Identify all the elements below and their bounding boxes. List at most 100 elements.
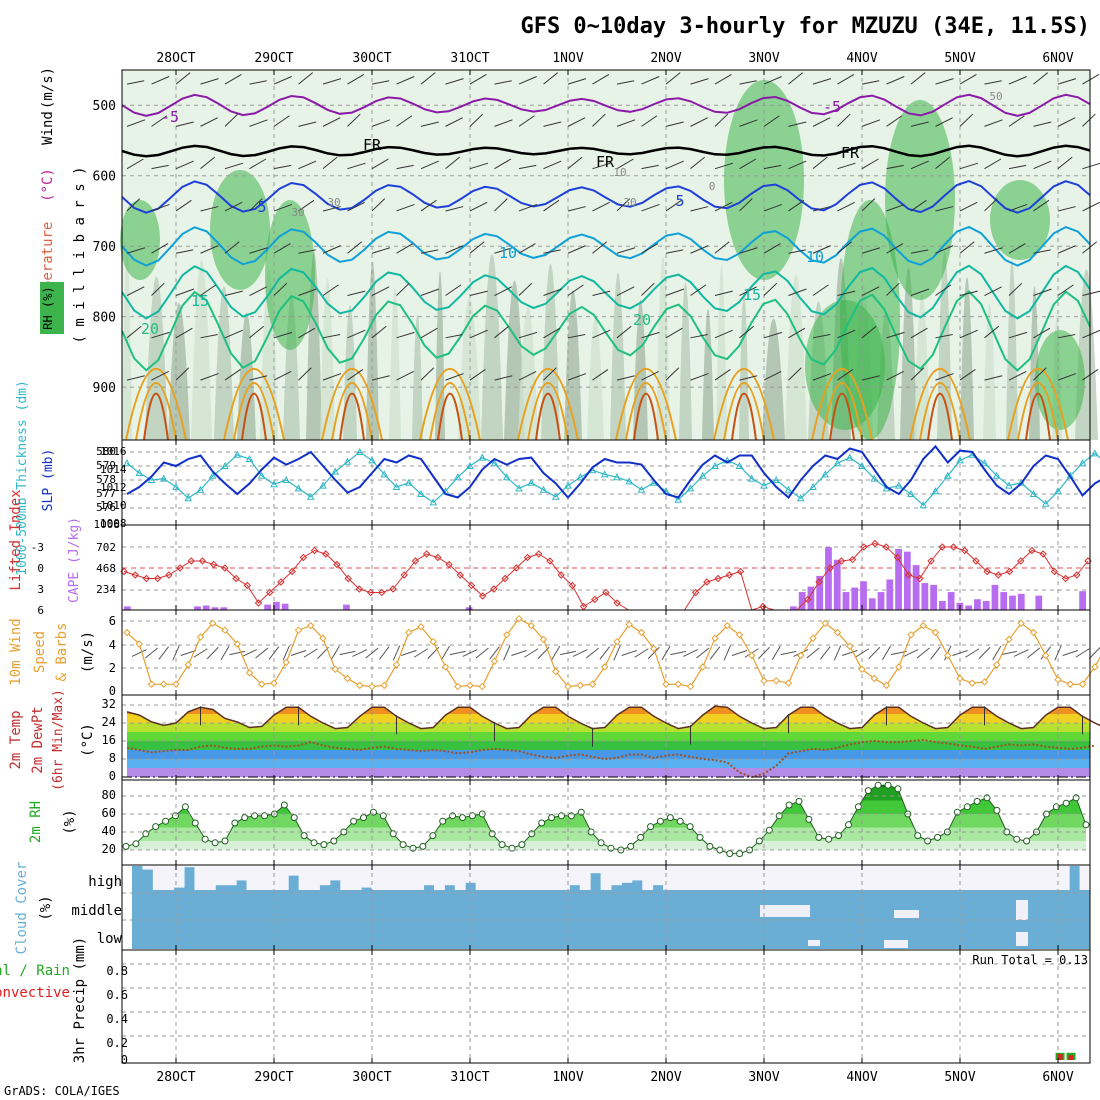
- wind-barb: [180, 650, 197, 656]
- warm-isotherm: [339, 392, 365, 441]
- wind-speed-point: [380, 681, 388, 690]
- rh-region: [762, 318, 785, 440]
- warm-isotherm: [437, 392, 463, 441]
- temp-band: [127, 723, 1090, 732]
- wind-barb: [886, 164, 904, 170]
- wind-barb: [224, 241, 240, 254]
- thickness-point: [870, 474, 879, 482]
- wind-speed-point: [392, 660, 401, 669]
- thickness-tick-label: 576: [96, 501, 116, 514]
- lifted-index-line: [123, 542, 1089, 611]
- high-cloud-gap: [1058, 866, 1070, 890]
- wind-barb: [396, 243, 414, 254]
- wind-speed-point: [160, 680, 168, 688]
- temp-tick-label: 24: [102, 715, 116, 729]
- wind-speed-point: [821, 619, 829, 628]
- lifted-index-point: [288, 567, 296, 576]
- high-cloud-gap: [277, 866, 289, 890]
- wind-speed-point: [748, 651, 756, 660]
- wind-barb: [518, 282, 533, 296]
- wind-label-10m: 10m Wind: [8, 618, 24, 685]
- wind-barb: [151, 203, 170, 212]
- slp-axis-label: 1014: [100, 463, 127, 476]
- cape-bar: [930, 584, 937, 610]
- rh-label: 2m RH: [28, 801, 44, 843]
- high-cloud-gap: [1017, 866, 1029, 890]
- rh-region: [168, 303, 190, 440]
- wind-barb: [665, 160, 684, 170]
- wind-barb: [690, 373, 709, 381]
- date-label: 1NOV: [552, 1070, 583, 1085]
- wind-barb: [1001, 650, 1017, 656]
- date-label: 5NOV: [944, 1070, 975, 1085]
- wind-barb: [665, 72, 681, 85]
- rh-point: [191, 819, 199, 827]
- wind-barb: [935, 245, 954, 254]
- thickness-point: [502, 473, 511, 481]
- rh-point: [1013, 835, 1021, 843]
- wind-speed-point: [441, 663, 450, 671]
- wind-barb: [731, 650, 748, 656]
- wind-barb: [379, 646, 390, 660]
- wind-barb: [489, 646, 500, 660]
- wind-barb: [959, 73, 977, 85]
- isotherm-label: FR: [596, 153, 615, 171]
- high-cloud-gap: [933, 866, 945, 890]
- cape-bar: [895, 548, 902, 610]
- lifted-index-point: [434, 553, 442, 562]
- wind-barb: [837, 73, 855, 85]
- wind-barb: [1082, 162, 1100, 170]
- wind-barb: [641, 331, 660, 339]
- warm-isotherm: [419, 368, 481, 441]
- wind-barb: [339, 650, 356, 656]
- high-cloud-gap: [985, 866, 997, 890]
- thickness-point: [613, 473, 621, 481]
- wind-barb: [935, 333, 953, 339]
- rh-point: [162, 817, 170, 825]
- high-cloud-gap: [829, 866, 841, 890]
- wind-barb: [592, 369, 609, 381]
- wind-barb: [935, 373, 954, 381]
- upper-ylabel: ( m i l l i b a r s ): [72, 166, 88, 343]
- thickness-point: [478, 453, 487, 461]
- high-cloud-gap: [184, 866, 195, 868]
- rh-high-region: [990, 180, 1050, 260]
- wind-tick-label: 6: [109, 614, 116, 628]
- wind-speed-point: [588, 680, 597, 688]
- cape-bar: [903, 551, 911, 610]
- wind-barb: [935, 156, 951, 170]
- wind-barb: [861, 247, 881, 254]
- wind-barb: [861, 158, 879, 170]
- wind-barb: [930, 646, 941, 660]
- wind-barb: [396, 370, 414, 381]
- wind-speed-point: [797, 651, 805, 660]
- wind-barb: [469, 241, 485, 254]
- wind-barb: [249, 80, 267, 85]
- li-tick-label: 0: [37, 562, 44, 575]
- wind-barb: [739, 80, 757, 85]
- wind-barb: [861, 119, 881, 127]
- wind-speed-point: [1078, 680, 1087, 688]
- wind-barb: [616, 158, 634, 170]
- wind-barb: [1082, 329, 1100, 339]
- thickness-point: [760, 481, 768, 489]
- wind-barb: [347, 162, 366, 170]
- wind-barb: [524, 648, 539, 658]
- high-cloud-gap: [329, 866, 341, 881]
- wind-speed-point: [172, 680, 180, 688]
- wind-barb: [503, 645, 511, 661]
- rh-tick-label: 80: [102, 788, 116, 802]
- high-cloud-gap: [767, 866, 779, 890]
- wind-barb: [984, 247, 1003, 254]
- date-label: 29OCT: [254, 1070, 293, 1085]
- wind-barb: [771, 645, 781, 661]
- wind-barb: [837, 290, 856, 297]
- wind-barb: [445, 156, 461, 170]
- wind-barb: [661, 645, 671, 661]
- wind-barb: [709, 646, 721, 660]
- wind-barb: [420, 249, 439, 254]
- panel-frame: [121, 949, 1091, 1064]
- wind-barb: [494, 286, 512, 296]
- cape-bar: [272, 601, 280, 610]
- thickness-tick-label: 1008: [94, 518, 121, 531]
